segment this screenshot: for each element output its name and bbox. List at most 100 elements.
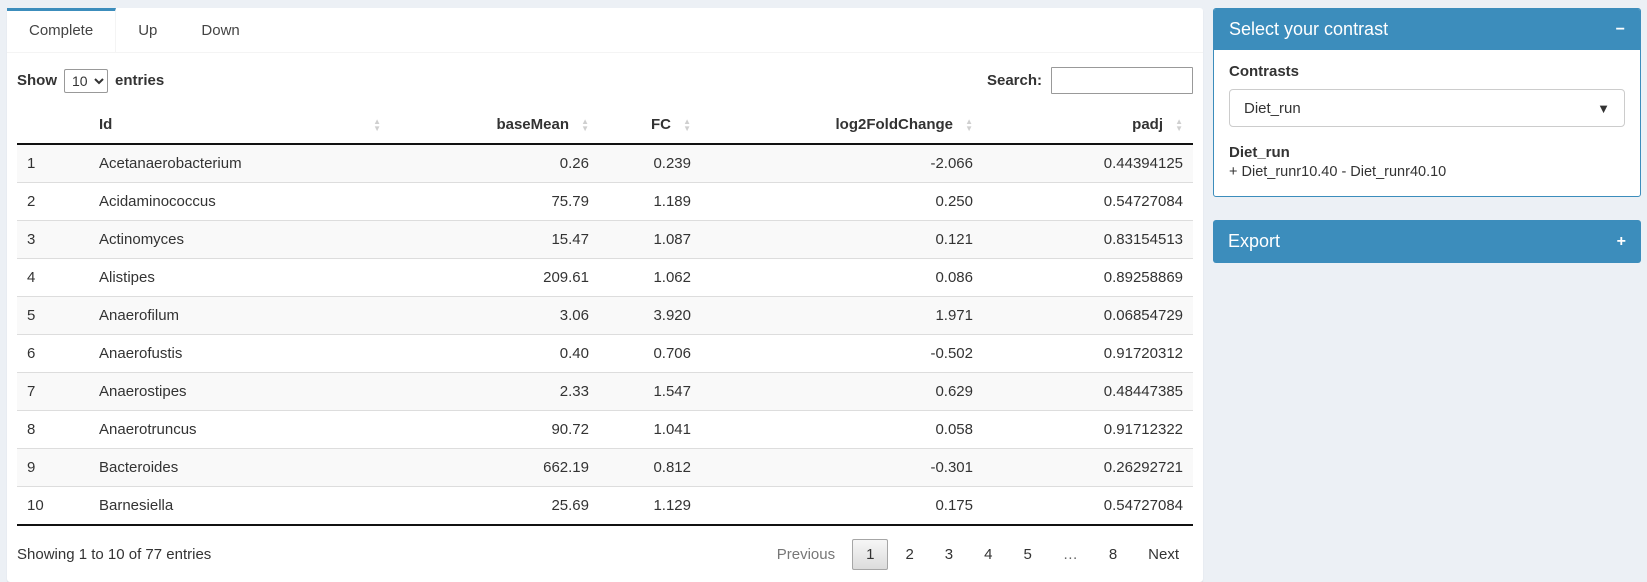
cell-padj: 0.54727084 xyxy=(983,486,1193,525)
table-row[interactable]: 6 Anaerofustis 0.40 0.706 -0.502 0.91720312 xyxy=(17,334,1193,373)
table-info: Showing 1 to 10 of 77 entries xyxy=(17,546,212,563)
cell-id: Bacteroides xyxy=(89,448,391,487)
cell-baseMean: 3.06 xyxy=(391,296,599,335)
contrast-box-body: Contrasts Diet_run ▼ Diet_run + Diet_run… xyxy=(1214,50,1640,196)
cell-baseMean: 662.19 xyxy=(391,448,599,487)
pagination-button-5[interactable]: 5 xyxy=(1023,546,1032,563)
results-tabs: Complete Up Down xyxy=(7,8,1203,53)
table-row[interactable]: 5 Anaerofilum 3.06 3.920 1.971 0.06854729 xyxy=(17,296,1193,335)
cell-fc: 1.129 xyxy=(599,486,701,525)
tab-down[interactable]: Down xyxy=(201,22,240,39)
contrast-box-header: Select your contrast − xyxy=(1214,9,1640,50)
contrast-select-value: Diet_run xyxy=(1244,99,1301,117)
table-footer: Showing 1 to 10 of 77 entries Previous 1 2… xyxy=(17,526,1193,576)
contrast-select[interactable]: Diet_run ▼ xyxy=(1229,89,1625,127)
cell-fc: 1.189 xyxy=(599,182,701,221)
show-label: Show xyxy=(17,72,57,89)
sort-icon: ▲ ▼ xyxy=(683,116,691,133)
cell-padj: 0.54727084 xyxy=(983,182,1193,221)
search-label: Search: xyxy=(986,72,1042,89)
cell-baseMean: 25.69 xyxy=(391,486,599,525)
cell-id: Anaerofilum xyxy=(89,296,391,335)
cell-baseMean: 0.40 xyxy=(391,334,599,373)
sort-icon: ▲ ▼ xyxy=(1175,116,1183,133)
contrasts-label: Contrasts xyxy=(1229,63,1300,80)
column-header-fc[interactable]: FC ▲ ▼ xyxy=(599,106,701,145)
export-box-title: Export xyxy=(1228,231,1281,251)
sort-icon: ▲ ▼ xyxy=(965,116,973,133)
pagination-button-1[interactable]: 1 xyxy=(852,539,889,570)
cell-log2fc: 0.058 xyxy=(701,410,983,449)
contrast-formula: + Diet_runr10.40 - Diet_runr40.10 xyxy=(1229,164,1447,180)
tab-up[interactable]: Up xyxy=(138,22,158,39)
pagination-button-next[interactable]: Next xyxy=(1148,546,1179,563)
cell-id: Actinomyces xyxy=(89,220,391,259)
search-control: Search: xyxy=(987,67,1193,94)
pagination-button-3[interactable]: 3 xyxy=(944,546,954,563)
table-row[interactable]: 7 Anaerostipes 2.33 1.547 0.629 0.48447385 xyxy=(17,372,1193,411)
cell-baseMean: 2.33 xyxy=(391,372,599,411)
sidebar-right: Select your contrast − Contrasts Diet_ru… xyxy=(1213,8,1641,263)
cell-id: Acidaminococcus xyxy=(89,182,391,221)
export-box: Export + xyxy=(1213,220,1641,263)
pagination-ellipsis: … xyxy=(1062,546,1078,563)
table-row[interactable]: 10 Barnesiella 25.69 1.129 0.175 0.54727084 xyxy=(17,486,1193,525)
cell-padj: 0.48447385 xyxy=(983,372,1193,411)
page-length-select[interactable]: 10 xyxy=(64,68,108,93)
pagination-button-2[interactable]: 2 xyxy=(905,546,914,563)
cell-log2fc: 0.121 xyxy=(701,220,983,259)
expand-plus-icon[interactable]: + xyxy=(1616,232,1626,250)
cell-fc: 1.041 xyxy=(599,410,701,449)
cell-log2fc: -0.502 xyxy=(701,334,983,373)
cell-log2fc: -0.301 xyxy=(701,448,983,487)
column-header-basemean[interactable]: baseMean ▲ ▼ xyxy=(391,106,599,145)
cell-num: 1 xyxy=(17,143,89,183)
page-length-control: Show 10 entries xyxy=(17,68,164,93)
cell-num: 2 xyxy=(17,182,89,221)
cell-fc: 1.062 xyxy=(599,258,701,297)
cell-padj: 0.91712322 xyxy=(983,410,1193,449)
cell-log2fc: -2.066 xyxy=(701,143,983,183)
contrast-box-title: Select your contrast xyxy=(1229,19,1389,39)
contrast-box: Select your contrast − Contrasts Diet_ru… xyxy=(1213,8,1641,197)
table-row[interactable]: 8 Anaerotruncus 90.72 1.041 0.058 0.91712322 xyxy=(17,410,1193,449)
table-controls: Show 10 entries Search: xyxy=(17,67,1193,94)
cell-num: 6 xyxy=(17,334,89,373)
pagination-button-previous: Previous xyxy=(776,546,836,563)
cell-baseMean: 75.79 xyxy=(391,182,599,221)
table-row[interactable]: 4 Alistipes 209.61 1.062 0.086 0.89258869 xyxy=(17,258,1193,297)
tab-complete[interactable]: Complete xyxy=(7,8,117,52)
cell-fc: 0.239 xyxy=(599,143,701,183)
table-row[interactable]: 1 Acetanaerobacterium 0.26 0.239 -2.066 0.443… xyxy=(17,143,1193,183)
results-box: Complete Up Down Show 10 entries Search: xyxy=(7,8,1203,582)
cell-id: Alistipes xyxy=(89,258,391,297)
table-row[interactable]: 9 Bacteroides 662.19 0.812 -0.301 0.26292721 xyxy=(17,448,1193,487)
cell-padj: 0.06854729 xyxy=(983,296,1193,335)
sort-icon: ▲ ▼ xyxy=(373,116,381,133)
pagination-button-8[interactable]: 8 xyxy=(1108,546,1118,563)
table-row[interactable]: 2 Acidaminococcus 75.79 1.189 0.250 0.5472708… xyxy=(17,182,1193,221)
cell-baseMean: 90.72 xyxy=(391,410,599,449)
column-header-id[interactable]: Id ▲ ▼ xyxy=(89,106,391,145)
table-row[interactable]: 3 Actinomyces 15.47 1.087 0.121 0.83154513 xyxy=(17,220,1193,259)
cell-num: 8 xyxy=(17,410,89,449)
cell-padj: 0.26292721 xyxy=(983,448,1193,487)
cell-log2fc: 0.629 xyxy=(701,372,983,411)
cell-baseMean: 0.26 xyxy=(391,143,599,183)
cell-id: Acetanaerobacterium xyxy=(89,143,391,183)
cell-log2fc: 1.971 xyxy=(701,296,983,335)
column-header-padj[interactable]: padj ▲ ▼ xyxy=(983,106,1193,145)
cell-log2fc: 0.250 xyxy=(701,182,983,221)
cell-baseMean: 15.47 xyxy=(391,220,599,259)
caret-down-icon: ▼ xyxy=(1597,100,1610,116)
cell-num: 3 xyxy=(17,220,89,259)
column-header-rownum xyxy=(17,106,89,145)
pagination-button-4[interactable]: 4 xyxy=(984,546,993,563)
cell-num: 9 xyxy=(17,448,89,487)
search-input[interactable] xyxy=(1051,67,1193,94)
column-header-log2foldchange[interactable]: log2FoldChange ▲ ▼ xyxy=(701,106,983,145)
table-body: 1 Acetanaerobacterium 0.26 0.239 -2.066 0.443… xyxy=(17,143,1193,525)
collapse-minus-icon[interactable]: − xyxy=(1615,20,1625,38)
cell-fc: 1.547 xyxy=(599,372,701,411)
